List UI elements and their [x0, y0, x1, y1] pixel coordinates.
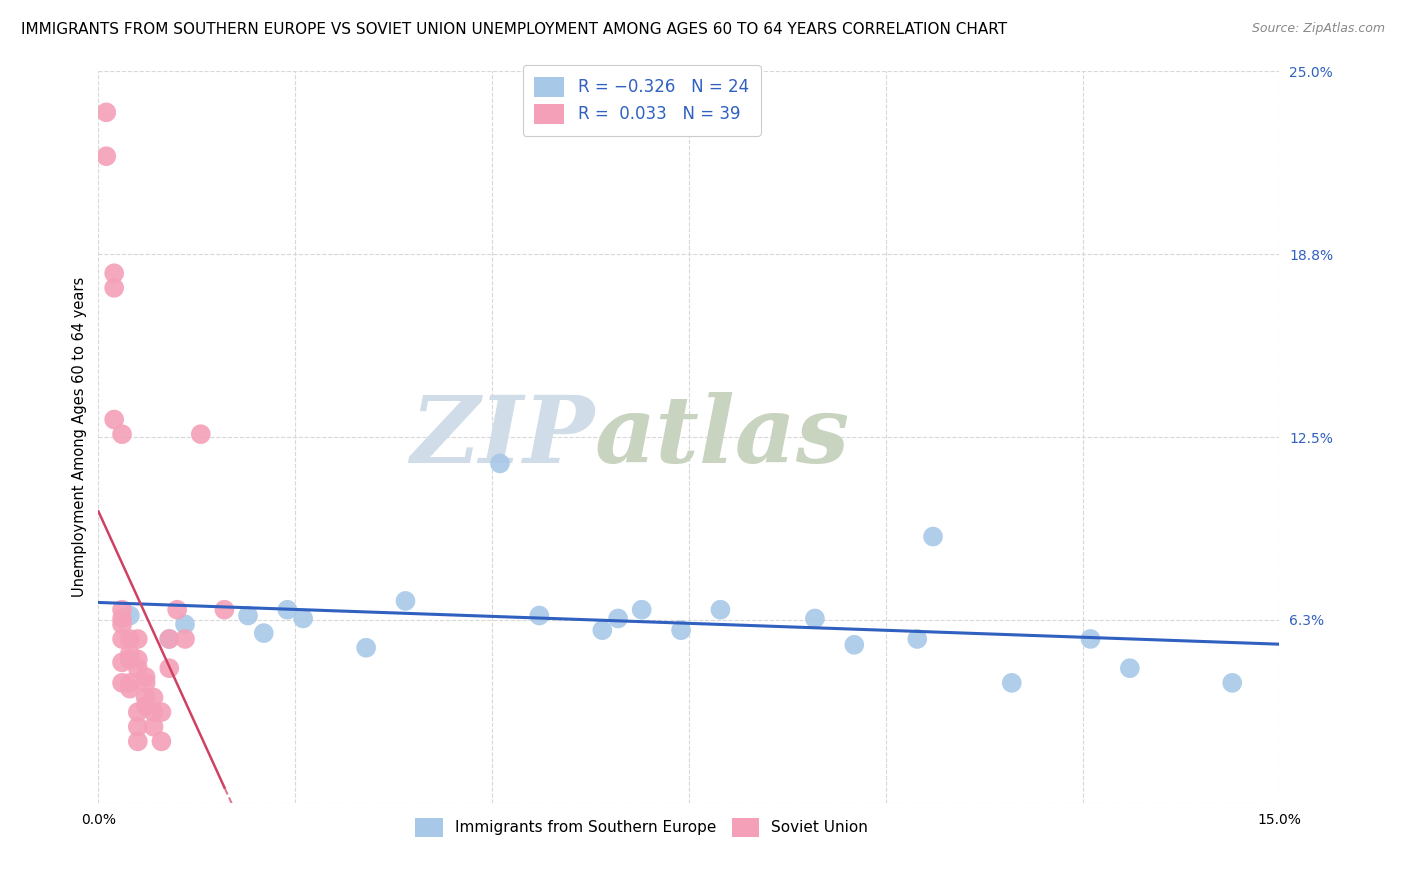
Point — [157, 661, 180, 675]
Point — [1001, 676, 1024, 690]
Point — [111, 611, 134, 625]
Point — [276, 603, 298, 617]
Point — [111, 617, 134, 632]
Point — [1080, 632, 1102, 646]
Point — [118, 652, 141, 666]
Point — [174, 632, 197, 646]
Text: ZIP: ZIP — [411, 392, 595, 482]
Point — [127, 632, 149, 646]
Point — [174, 617, 197, 632]
Point — [118, 647, 141, 661]
Point — [804, 611, 827, 625]
Point — [111, 656, 134, 670]
Point — [157, 632, 180, 646]
Point — [354, 640, 377, 655]
Point — [394, 594, 416, 608]
Point — [489, 457, 512, 471]
Point — [103, 266, 125, 280]
Point — [150, 705, 173, 719]
Point — [905, 632, 928, 646]
Point — [529, 608, 551, 623]
Point — [118, 632, 141, 646]
Point — [1220, 676, 1243, 690]
Text: IMMIGRANTS FROM SOUTHERN EUROPE VS SOVIET UNION UNEMPLOYMENT AMONG AGES 60 TO 64: IMMIGRANTS FROM SOUTHERN EUROPE VS SOVIE… — [21, 22, 1007, 37]
Point — [111, 603, 134, 617]
Point — [135, 670, 157, 684]
Point — [127, 661, 149, 675]
Point — [844, 638, 866, 652]
Point — [253, 626, 276, 640]
Point — [111, 632, 134, 646]
Point — [236, 608, 259, 623]
Point — [669, 623, 692, 637]
Point — [118, 608, 141, 623]
Point — [157, 632, 180, 646]
Point — [111, 676, 134, 690]
Point — [127, 652, 149, 666]
Point — [118, 676, 141, 690]
Point — [135, 699, 157, 714]
Point — [127, 734, 149, 748]
Point — [96, 149, 118, 163]
Point — [135, 690, 157, 705]
Point — [142, 705, 165, 719]
Text: Source: ZipAtlas.com: Source: ZipAtlas.com — [1251, 22, 1385, 36]
Point — [607, 611, 630, 625]
Point — [1119, 661, 1142, 675]
Point — [591, 623, 613, 637]
Point — [292, 611, 315, 625]
Point — [630, 603, 652, 617]
Text: atlas: atlas — [595, 392, 849, 482]
Point — [214, 603, 236, 617]
Point — [103, 281, 125, 295]
Point — [142, 720, 165, 734]
Point — [190, 427, 212, 442]
Point — [922, 530, 945, 544]
Point — [111, 427, 134, 442]
Point — [150, 734, 173, 748]
Point — [142, 690, 165, 705]
Point — [118, 681, 141, 696]
Point — [96, 105, 118, 120]
Y-axis label: Unemployment Among Ages 60 to 64 years: Unemployment Among Ages 60 to 64 years — [72, 277, 87, 598]
Point — [127, 720, 149, 734]
Legend: Immigrants from Southern Europe, Soviet Union: Immigrants from Southern Europe, Soviet … — [409, 812, 875, 843]
Point — [135, 676, 157, 690]
Point — [709, 603, 731, 617]
Point — [118, 652, 141, 666]
Point — [166, 603, 188, 617]
Point — [127, 705, 149, 719]
Point — [103, 412, 125, 426]
